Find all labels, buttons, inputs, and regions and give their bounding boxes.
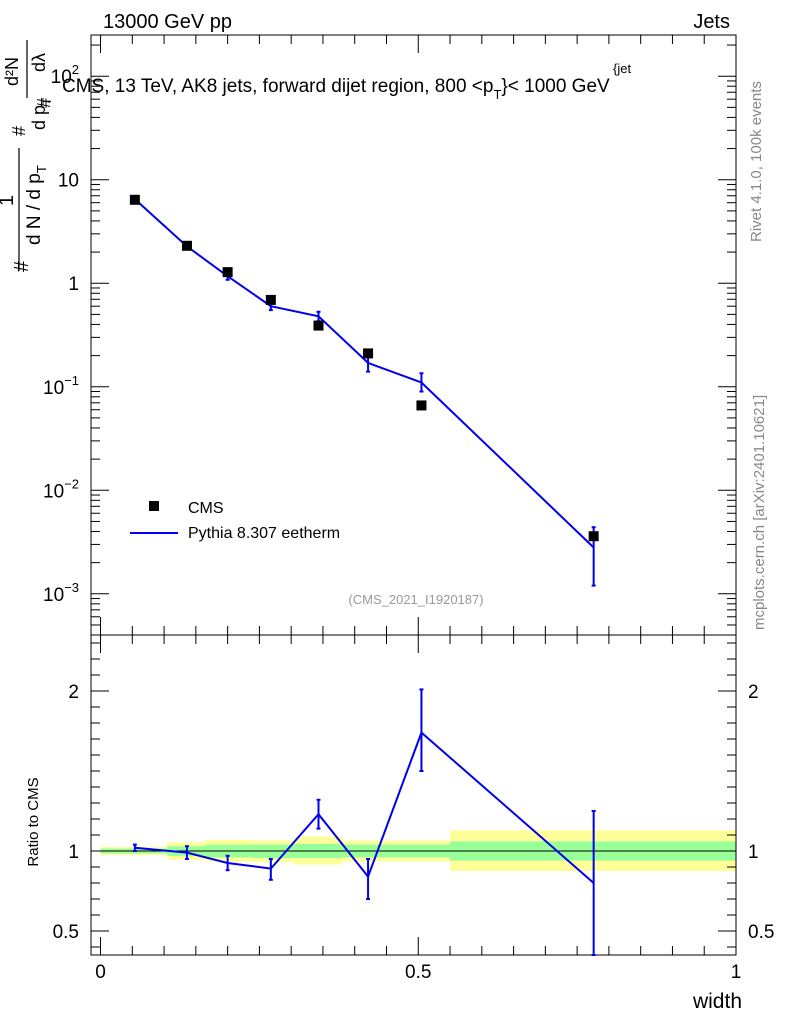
ratio-axis-ticks — [91, 635, 737, 955]
ylabel-dlambda: dλ — [29, 53, 49, 72]
plot-title-main: CMS, 13 TeV, AK8 jets, forward dijet reg… — [62, 76, 493, 97]
cms-data-point — [416, 400, 427, 411]
ratio-x-tick-label: 0.5 — [405, 962, 431, 983]
cms-data-point — [313, 320, 324, 331]
ylabel-d2n: d²N — [2, 57, 22, 86]
main-y-tick-label: 102 — [51, 62, 79, 88]
ylabel-sub-t2: T — [40, 97, 54, 105]
ylabel-hash-1: # — [11, 260, 33, 272]
ratio-y-tick-label-left: 0.5 — [53, 922, 79, 943]
ratio-curve-group — [132, 688, 596, 956]
rivet-version-label: Rivet 4.1.0, 100k events — [748, 81, 765, 242]
main-x-axis-ticks — [100, 35, 737, 635]
ylabel-one: 1 — [0, 195, 18, 206]
main-y-tick-exponent: −1 — [64, 373, 79, 388]
main-y-tick-label: 10−1 — [43, 373, 79, 399]
header-jets-label: Jets — [693, 11, 730, 33]
main-y-tick-exponent: 2 — [72, 62, 79, 77]
ylabel-hash-3: # — [34, 98, 54, 108]
ylabel-dp: d pT — [29, 97, 54, 130]
legend: CMS Pythia 8.307 eetherm — [130, 500, 340, 542]
ratio-plot-frame — [90, 634, 737, 956]
ratio-y-tick-label-right: 2 — [748, 682, 759, 703]
cms-data-point — [181, 240, 192, 251]
mcplots-label: mcplots.cern.ch [arXiv:2401.10621] — [751, 395, 768, 630]
main-y-tick-base: 10 — [43, 585, 64, 606]
header-energy-label: 13000 GeV pp — [103, 11, 232, 33]
cms-data-point — [129, 194, 140, 205]
main-y-axis-ticks — [91, 44, 736, 636]
legend-label-pythia: Pythia 8.307 eetherm — [188, 525, 340, 542]
main-y-tick-label: 10−3 — [43, 580, 79, 606]
cms-data-point — [265, 294, 276, 305]
main-y-tick-base: 10 — [51, 67, 72, 88]
ylabel-dp-text: d p — [29, 105, 49, 130]
plot-title: CMS, 13 TeV, AK8 jets, forward dijet reg… — [62, 76, 610, 102]
main-y-tick-label: 10 — [58, 171, 79, 192]
ylabel-hash-2: # — [9, 126, 29, 136]
plot-title-end: }< 1000 GeV — [501, 76, 610, 97]
cms-data-point — [588, 531, 599, 542]
ratio-y-axis-labels: 0.5 0.5 1 1 2 2 — [53, 682, 775, 943]
main-y-tick-base: 10 — [43, 378, 64, 399]
ylabel-frac-denominator: d N / d pT — [24, 165, 49, 245]
cms-points-group — [129, 194, 599, 542]
ratio-y-tick-label-right: 0.5 — [748, 922, 774, 943]
ratio-y-tick-label-right: 1 — [748, 842, 759, 863]
pythia-line — [134, 198, 595, 549]
ratio-plot-panel: 0.5 0.51 12 2 0 0.5 1 Ratio to CMS width — [25, 634, 775, 1013]
plot-title-sup: {jet — [613, 61, 631, 76]
ratio-x-tick-label: 0 — [95, 962, 106, 983]
main-plot-frame — [90, 34, 737, 636]
ylabel-dn-dp: d N / d p — [24, 173, 45, 245]
cms-data-point — [363, 348, 374, 359]
main-y-tick-exponent: −3 — [64, 580, 79, 595]
cms-data-point — [222, 267, 233, 278]
ratio-y-tick-label-left: 1 — [68, 842, 79, 863]
main-y-tick-base: 10 — [43, 481, 64, 502]
ylabel-sub-t: T — [34, 165, 49, 173]
main-y-tick-exponent: −2 — [64, 476, 79, 491]
main-y-axis-title: # 1 d N / d pT # # d²N d pT dλ — [0, 40, 54, 272]
main-y-tick-label: 10−2 — [43, 476, 79, 502]
ratio-x-axis-labels: 0 0.5 1 — [95, 962, 741, 983]
ratio-line — [134, 730, 595, 884]
legend-marker-cms — [149, 501, 159, 511]
ratio-y-axis-title: Ratio to CMS — [25, 777, 42, 866]
x-axis-title: width — [692, 990, 742, 1013]
ratio-x-tick-label: 1 — [731, 962, 742, 983]
main-y-tick-label: 1 — [68, 274, 79, 295]
plot-title-sub: T — [493, 87, 501, 102]
legend-label-cms: CMS — [188, 500, 224, 517]
analysis-id-label: (CMS_2021_I1920187) — [348, 592, 483, 607]
ratio-y-tick-label-left: 2 — [68, 682, 79, 703]
